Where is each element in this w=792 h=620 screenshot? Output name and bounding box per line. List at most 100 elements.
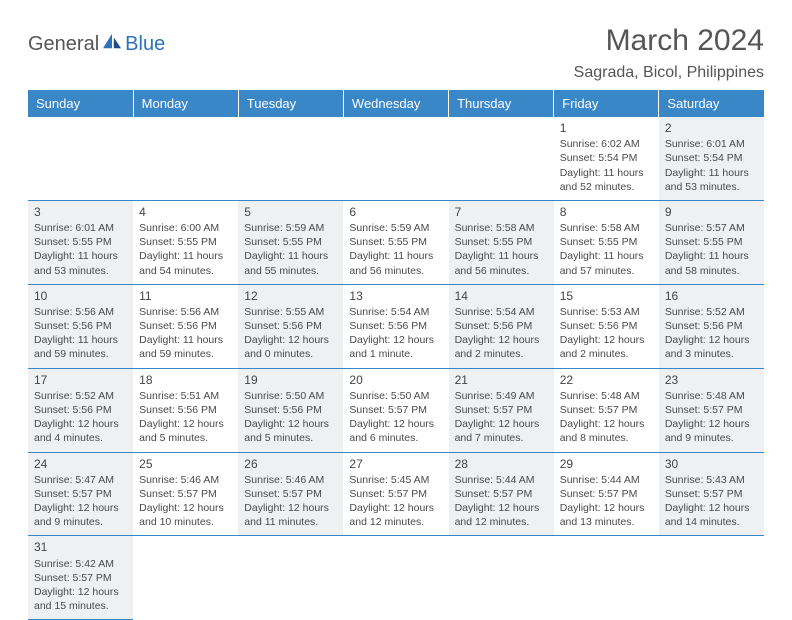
day-cell [133,117,238,200]
week-row: 10Sunrise: 5:56 AMSunset: 5:56 PMDayligh… [28,284,764,368]
day-number: 23 [665,372,758,388]
day-info-line: Sunset: 5:55 PM [139,235,232,249]
week-row: 24Sunrise: 5:47 AMSunset: 5:57 PMDayligh… [28,452,764,536]
day-cell: 10Sunrise: 5:56 AMSunset: 5:56 PMDayligh… [28,284,133,368]
day-info-line: Sunrise: 6:01 AM [665,137,758,151]
day-number: 8 [560,204,653,220]
day-cell: 6Sunrise: 5:59 AMSunset: 5:55 PMDaylight… [343,200,448,284]
day-info-line: Sunset: 5:57 PM [139,487,232,501]
day-info-line: and 52 minutes. [560,180,653,194]
day-info-line: Daylight: 11 hours [34,333,127,347]
day-info-line: Sunset: 5:56 PM [34,319,127,333]
day-number: 27 [349,456,442,472]
day-cell: 29Sunrise: 5:44 AMSunset: 5:57 PMDayligh… [554,452,659,536]
day-info-line: and 6 minutes. [349,431,442,445]
day-cell [343,117,448,200]
day-info-line: Daylight: 11 hours [560,249,653,263]
day-info-line: and 4 minutes. [34,431,127,445]
day-info-line: Daylight: 12 hours [139,417,232,431]
day-info-line: and 12 minutes. [349,515,442,529]
day-info-line: Daylight: 11 hours [665,166,758,180]
week-row: 17Sunrise: 5:52 AMSunset: 5:56 PMDayligh… [28,368,764,452]
day-number: 12 [244,288,337,304]
day-info-line: Daylight: 12 hours [244,417,337,431]
day-cell: 28Sunrise: 5:44 AMSunset: 5:57 PMDayligh… [449,452,554,536]
day-cell: 15Sunrise: 5:53 AMSunset: 5:56 PMDayligh… [554,284,659,368]
day-info-line: and 11 minutes. [244,515,337,529]
day-cell: 25Sunrise: 5:46 AMSunset: 5:57 PMDayligh… [133,452,238,536]
day-cell: 30Sunrise: 5:43 AMSunset: 5:57 PMDayligh… [659,452,764,536]
week-row: 1Sunrise: 6:02 AMSunset: 5:54 PMDaylight… [28,117,764,200]
sail-icon [101,32,123,50]
day-number: 1 [560,120,653,136]
day-info-line: Sunset: 5:57 PM [349,487,442,501]
day-info-line: and 54 minutes. [139,264,232,278]
day-info-line: Daylight: 12 hours [455,417,548,431]
day-info-line: Daylight: 12 hours [560,333,653,347]
dow-row: Sunday Monday Tuesday Wednesday Thursday… [28,90,764,117]
day-info-line: and 7 minutes. [455,431,548,445]
day-cell: 12Sunrise: 5:55 AMSunset: 5:56 PMDayligh… [238,284,343,368]
day-cell: 2Sunrise: 6:01 AMSunset: 5:54 PMDaylight… [659,117,764,200]
day-info-line: Daylight: 12 hours [349,333,442,347]
day-info-line: Daylight: 11 hours [34,249,127,263]
day-info-line: Sunset: 5:55 PM [349,235,442,249]
day-info-line: Daylight: 12 hours [34,585,127,599]
day-info-line: Sunset: 5:57 PM [34,571,127,585]
day-cell: 8Sunrise: 5:58 AMSunset: 5:55 PMDaylight… [554,200,659,284]
day-number: 16 [665,288,758,304]
day-info-line: Sunset: 5:56 PM [34,403,127,417]
dow-saturday: Saturday [659,90,764,117]
day-number: 20 [349,372,442,388]
day-cell: 7Sunrise: 5:58 AMSunset: 5:55 PMDaylight… [449,200,554,284]
day-info-line: Sunrise: 5:49 AM [455,389,548,403]
day-info-line: Daylight: 12 hours [455,333,548,347]
day-info-line: and 53 minutes. [34,264,127,278]
day-info-line: and 1 minute. [349,347,442,361]
day-info-line: Sunrise: 5:58 AM [560,221,653,235]
day-cell: 16Sunrise: 5:52 AMSunset: 5:56 PMDayligh… [659,284,764,368]
day-info-line: and 0 minutes. [244,347,337,361]
day-info-line: Sunrise: 5:59 AM [349,221,442,235]
day-info-line: Sunrise: 5:45 AM [349,473,442,487]
month-title: March 2024 [574,24,764,58]
day-info-line: and 14 minutes. [665,515,758,529]
day-cell: 20Sunrise: 5:50 AMSunset: 5:57 PMDayligh… [343,368,448,452]
dow-monday: Monday [133,90,238,117]
day-cell: 14Sunrise: 5:54 AMSunset: 5:56 PMDayligh… [449,284,554,368]
day-number: 4 [139,204,232,220]
day-info-line: Sunrise: 5:44 AM [455,473,548,487]
day-number: 30 [665,456,758,472]
day-info-line: Sunset: 5:57 PM [560,403,653,417]
day-info-line: Sunrise: 5:50 AM [244,389,337,403]
day-number: 6 [349,204,442,220]
day-info-line: Sunrise: 5:54 AM [455,305,548,319]
day-info-line: and 5 minutes. [244,431,337,445]
day-info-line: Sunset: 5:56 PM [455,319,548,333]
day-number: 3 [34,204,127,220]
day-info-line: and 55 minutes. [244,264,337,278]
day-info-line: and 53 minutes. [665,180,758,194]
day-cell [554,536,659,620]
day-cell [133,536,238,620]
day-info-line: Sunrise: 5:47 AM [34,473,127,487]
day-info-line: Sunset: 5:57 PM [455,487,548,501]
day-cell: 27Sunrise: 5:45 AMSunset: 5:57 PMDayligh… [343,452,448,536]
day-info-line: Sunset: 5:56 PM [560,319,653,333]
day-number: 19 [244,372,337,388]
day-info-line: Sunset: 5:57 PM [455,403,548,417]
day-info-line: Sunset: 5:56 PM [244,319,337,333]
day-info-line: and 13 minutes. [560,515,653,529]
day-info-line: Daylight: 12 hours [139,501,232,515]
day-cell [343,536,448,620]
dow-thursday: Thursday [449,90,554,117]
day-cell: 18Sunrise: 5:51 AMSunset: 5:56 PMDayligh… [133,368,238,452]
day-info-line: Sunrise: 5:53 AM [560,305,653,319]
day-info-line: and 9 minutes. [665,431,758,445]
title-block: March 2024 Sagrada, Bicol, Philippines [574,24,764,82]
logo: General Blue [28,24,165,56]
day-info-line: Sunrise: 5:54 AM [349,305,442,319]
day-info-line: Sunset: 5:54 PM [665,151,758,165]
day-info-line: Daylight: 12 hours [560,417,653,431]
day-info-line: and 58 minutes. [665,264,758,278]
